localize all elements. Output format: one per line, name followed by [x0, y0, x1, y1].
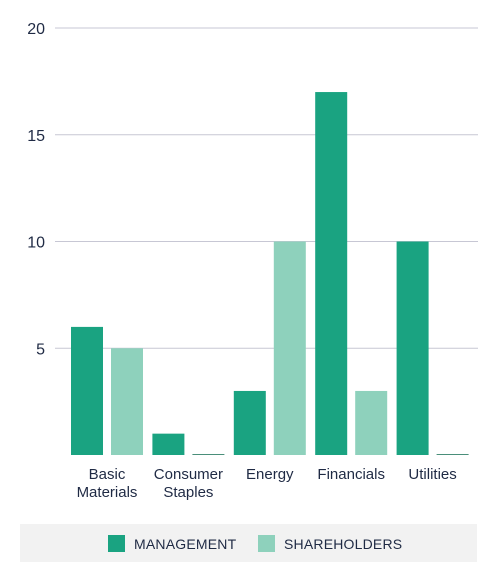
bar-management-1: [152, 433, 185, 455]
x-tick-label: Utilities: [408, 466, 456, 483]
legend-label-management: MANAGEMENT: [134, 536, 237, 552]
x-tick-label: Financials: [317, 466, 385, 483]
x-tick-label: Energy: [246, 466, 294, 483]
legend: MANAGEMENT SHAREHOLDERS: [20, 524, 477, 562]
bar-shareholders-3: [355, 390, 388, 455]
bar-shareholders-2: [273, 241, 306, 455]
legend-swatch-management: [108, 535, 125, 552]
legend-label-shareholders: SHAREHOLDERS: [284, 536, 402, 552]
bar-shareholders-0: [111, 348, 143, 455]
y-tick-label: 15: [27, 128, 45, 145]
x-tick-label: Staples: [163, 484, 213, 501]
legend-swatch-shareholders: [258, 535, 275, 552]
y-tick-label: 10: [27, 235, 45, 252]
x-tick-label: Consumer: [154, 466, 223, 483]
x-tick-label: Basic: [89, 466, 126, 483]
bar-management-3: [315, 92, 348, 456]
bar-management-0: [71, 326, 103, 455]
bar-shareholders-4: [436, 454, 469, 455]
legend-background: [20, 524, 477, 562]
bar-management-2: [233, 390, 266, 455]
bar-management-4: [396, 241, 429, 455]
bars: [71, 92, 469, 456]
y-tick-label: 5: [36, 341, 45, 358]
y-tick-label: 20: [27, 21, 45, 38]
bar-shareholders-1: [192, 454, 225, 455]
x-tick-label: Materials: [77, 484, 138, 501]
